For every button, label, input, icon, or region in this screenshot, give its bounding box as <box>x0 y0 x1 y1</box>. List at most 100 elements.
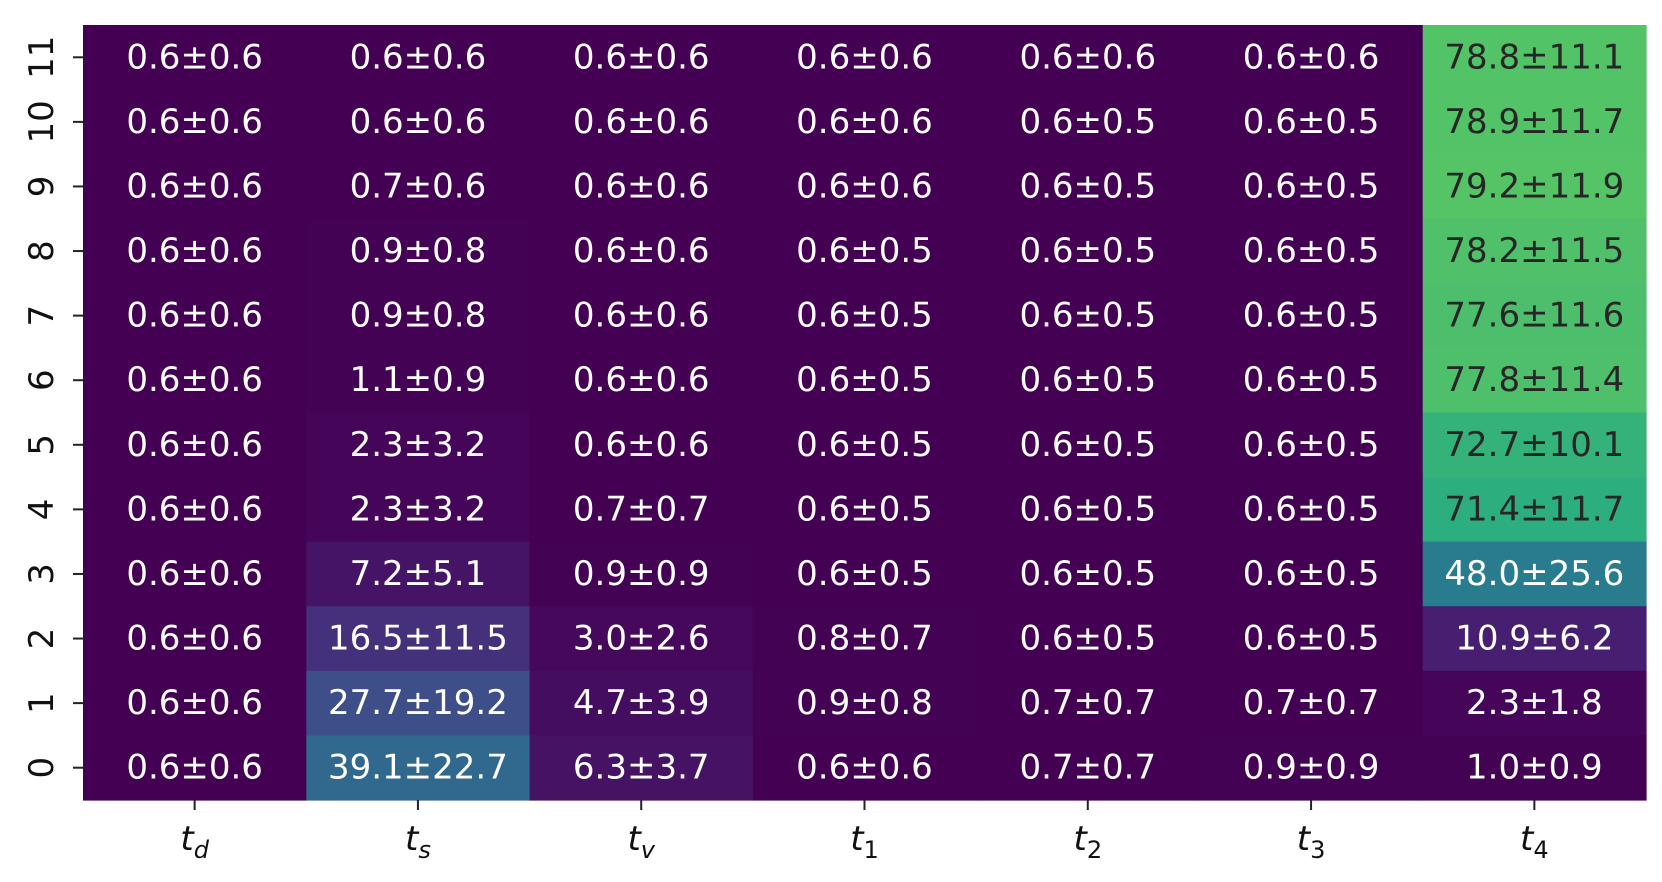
heatmap-cell <box>1199 25 1424 91</box>
cell-label: 78.8±11.1 <box>1444 37 1624 77</box>
heatmap-cell <box>1422 154 1647 220</box>
cell-label: 0.6±0.5 <box>1019 231 1156 271</box>
heatmap-cell <box>1199 606 1424 672</box>
heatmap-cell <box>752 606 977 672</box>
heatmap-cell <box>1422 735 1647 801</box>
heatmap-cell <box>976 541 1201 607</box>
cell-label: 0.6±0.6 <box>126 489 263 529</box>
cell-label: 0.6±0.5 <box>796 231 933 271</box>
cell-label: 2.3±3.2 <box>350 425 487 465</box>
heatmap-cell <box>752 735 977 801</box>
heatmap-cell <box>752 477 977 543</box>
heatmap-cell <box>1422 25 1647 91</box>
heatmap-cell <box>306 541 531 607</box>
heatmap-cell <box>1422 218 1647 284</box>
cell-label: 0.6±0.6 <box>126 102 263 142</box>
cell-label: 0.6±0.5 <box>1243 554 1380 594</box>
cell-label: 0.6±0.5 <box>1243 360 1380 400</box>
cell-label: 79.2±11.9 <box>1444 166 1624 206</box>
cell-label: 10.9±6.2 <box>1455 619 1613 659</box>
cell-label: 0.6±0.5 <box>1243 425 1380 465</box>
cell-label: 0.6±0.6 <box>573 37 710 77</box>
heatmap-cell <box>752 541 977 607</box>
cell-label: 0.6±0.5 <box>796 489 933 529</box>
cell-label: 0.6±0.5 <box>1019 619 1156 659</box>
heatmap-cell <box>83 218 307 284</box>
cell-label: 4.7±3.9 <box>573 683 710 723</box>
heatmap-cell <box>1422 541 1647 607</box>
cell-label: 78.9±11.7 <box>1444 102 1624 142</box>
cell-label: 0.6±0.6 <box>796 102 933 142</box>
cell-label: 0.9±0.8 <box>350 231 487 271</box>
cell-label: 0.6±0.6 <box>126 296 263 336</box>
y-tick-label: 1 <box>22 692 62 714</box>
cell-label: 72.7±10.1 <box>1444 425 1624 465</box>
heatmap-cell <box>976 218 1201 284</box>
cell-label: 0.6±0.5 <box>1019 296 1156 336</box>
heatmap-cell-labels: 0.6±0.6 0.6±0.6 0.6±0.6 0.6±0.6 0.6±0.6 0.6±0… <box>126 37 1624 787</box>
heatmap-cell <box>83 606 307 672</box>
heatmap-cell <box>1422 670 1647 737</box>
cell-label: 27.7±19.2 <box>328 683 508 723</box>
cell-label: 0.6±0.6 <box>573 360 710 400</box>
x-tick-label: td <box>180 819 209 864</box>
cell-label: 0.6±0.5 <box>1019 425 1156 465</box>
cell-label: 0.6±0.6 <box>796 166 933 206</box>
heatmap-cell <box>306 477 531 543</box>
heatmap-cell <box>1199 89 1424 155</box>
cell-label: 0.6±0.6 <box>126 554 263 594</box>
heatmap-cell <box>976 25 1201 91</box>
cell-label: 0.6±0.5 <box>1019 360 1156 400</box>
cell-label: 0.6±0.5 <box>796 360 933 400</box>
y-tick-label: 6 <box>22 369 62 391</box>
cell-label: 77.6±11.6 <box>1444 296 1624 336</box>
cell-label: 0.6±0.6 <box>796 37 933 77</box>
heatmap-cell <box>83 347 307 414</box>
heatmap-cell <box>1199 218 1424 284</box>
cell-label: 0.6±0.5 <box>1243 489 1380 529</box>
heatmap-cell <box>529 477 754 543</box>
heatmap-cell <box>529 283 754 349</box>
cell-label: 16.5±11.5 <box>328 619 508 659</box>
heatmap-cell <box>752 347 977 414</box>
cell-label: 1.0±0.9 <box>1466 748 1603 788</box>
cell-label: 0.7±0.7 <box>1019 683 1156 723</box>
heatmap-cell <box>83 735 307 801</box>
cell-label: 0.6±0.6 <box>573 231 710 271</box>
heatmap-cell <box>976 283 1201 349</box>
cell-label: 0.6±0.6 <box>126 619 263 659</box>
heatmap-cell <box>529 154 754 220</box>
cell-label: 0.6±0.6 <box>126 425 263 465</box>
heatmap-cell <box>306 25 531 91</box>
y-tick-label: 11 <box>22 36 62 79</box>
heatmap-cell <box>306 347 531 414</box>
heatmap-cell <box>83 477 307 543</box>
heatmap-cell <box>529 347 754 414</box>
cell-label: 77.8±11.4 <box>1444 360 1624 400</box>
heatmap-cell <box>529 606 754 672</box>
heatmap-cell <box>1422 347 1647 414</box>
x-tick-label: t4 <box>1520 819 1549 864</box>
cell-label: 0.6±0.5 <box>796 554 933 594</box>
cell-label: 0.7±0.6 <box>350 166 487 206</box>
cell-label: 0.6±0.6 <box>350 37 487 77</box>
cell-label: 0.6±0.5 <box>1019 489 1156 529</box>
heatmap-cell <box>83 670 307 737</box>
x-tick-label: t1 <box>850 819 879 864</box>
cell-label: 78.2±11.5 <box>1444 231 1624 271</box>
cell-label: 0.6±0.6 <box>126 37 263 77</box>
cell-label: 0.9±0.9 <box>573 554 710 594</box>
y-tick-label: 10 <box>22 100 62 143</box>
cell-label: 0.6±0.6 <box>126 683 263 723</box>
heatmap-cell <box>752 25 977 91</box>
heatmap-cell <box>83 283 307 349</box>
heatmap-cell <box>83 89 307 155</box>
cell-label: 3.0±2.6 <box>573 619 710 659</box>
cell-label: 0.6±0.6 <box>126 748 263 788</box>
x-tick-label: t3 <box>1297 819 1326 864</box>
cell-label: 0.9±0.9 <box>1243 748 1380 788</box>
heatmap-cells <box>83 25 1647 801</box>
heatmap-cell <box>1422 606 1647 672</box>
